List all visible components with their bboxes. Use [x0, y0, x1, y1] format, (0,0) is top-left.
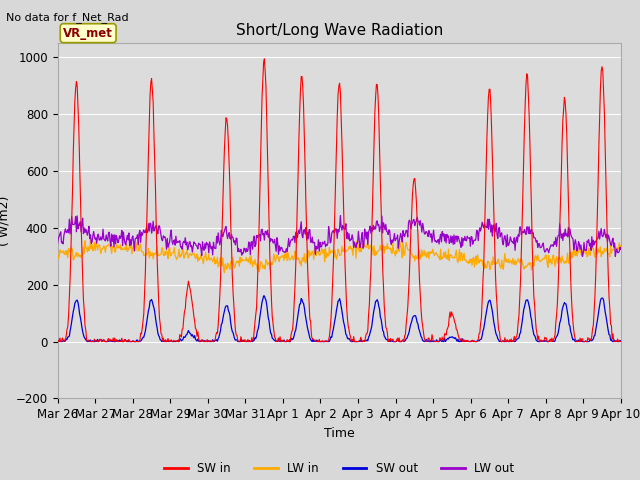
Legend: SW in, LW in, SW out, LW out: SW in, LW in, SW out, LW out — [159, 457, 519, 480]
Title: Short/Long Wave Radiation: Short/Long Wave Radiation — [236, 23, 443, 38]
Y-axis label: ( W/m2): ( W/m2) — [0, 196, 10, 246]
Text: VR_met: VR_met — [63, 27, 113, 40]
Text: No data for f_Net_Rad: No data for f_Net_Rad — [6, 12, 129, 23]
X-axis label: Time: Time — [324, 427, 355, 440]
